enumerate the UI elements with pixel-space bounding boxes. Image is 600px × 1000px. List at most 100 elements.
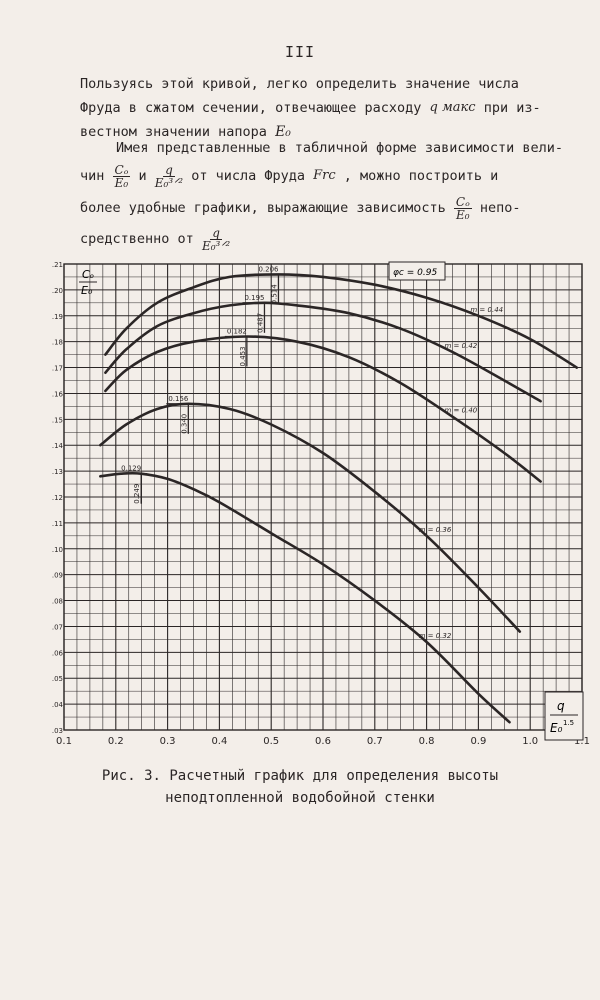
peak-position-label: 0.340 (180, 414, 188, 434)
fraction-denominator: E₀ (114, 175, 129, 190)
fraction-q-e0-2: q E₀³ᐟ² (202, 227, 230, 252)
peak-value-label: 0.195 (244, 294, 264, 302)
phi-label-text: φc = 0.95 (393, 268, 437, 278)
peak-value-label: 0.182 (227, 327, 247, 335)
page-number: III (284, 43, 316, 61)
peak-position-label: 0.249 (133, 484, 141, 504)
series-name-label: m = 0.32 (419, 632, 452, 640)
chart-svg: 0.1 0.2 0.3 0.4 0.5 0.6 0.7 0.8 0.9 1.0 1.1 0.03 0.0… (47, 261, 590, 747)
q-max-symbol: q макс (429, 100, 476, 115)
paragraph-2-line-2-b: от числа Фруда (191, 168, 305, 184)
peak-position-label: 0.487 (256, 313, 264, 333)
y-axis-label: Cₒ E₀ (79, 268, 97, 297)
series-line-2 (104, 301, 542, 403)
paragraph-1-line-2: Фруда в сжатом сечении, отвечающее расхо… (80, 96, 560, 120)
x-tick-label: 1.0 (522, 736, 538, 747)
paragraph-2-line-3-a: более удобные графики, выражающие зависи… (80, 200, 446, 216)
series-line-1 (104, 273, 579, 369)
x-tick-label: 0.8 (419, 736, 435, 747)
y-tick-label: 0.05 (52, 675, 63, 683)
y-tick-label: 0.16 (52, 390, 64, 398)
caption-line-1: Рис. 3. Расчетный график для определения… (101, 768, 499, 784)
y-tick-label: 0.13 (52, 468, 63, 476)
series-line-3 (104, 335, 542, 483)
peak-value-label: 0.156 (168, 395, 189, 403)
paragraph-2-line-3-b: непо- (479, 200, 521, 216)
x-tick-label: 0.1 (56, 736, 72, 747)
figure-caption: Рис. 3. Расчетный график для определения… (0, 765, 600, 809)
fraction-c0-e0: Cₒ E₀ (112, 162, 131, 190)
y-tick-label: 0.06 (52, 649, 64, 657)
paragraph-2-line-4-a: средственно от (80, 231, 194, 247)
series-name-label: m = 0.42 (445, 342, 478, 350)
chart-container: 0.1 0.2 0.3 0.4 0.5 0.6 0.7 0.8 0.9 1.0 1.1 0.03 0.0… (47, 252, 594, 757)
x-tick-label: 0.5 (263, 736, 279, 747)
paragraph-2-line-2-a: чин (80, 168, 105, 184)
y-tick-label: 0.04 (52, 701, 64, 709)
fraction-numerator: Cₒ (112, 162, 131, 177)
x-tick-label: 0.4 (211, 736, 227, 747)
fraction-numerator: q (163, 162, 175, 177)
y-tick-label: 0.20 (52, 287, 63, 295)
paragraph-2-line-2-c: , можно построить и (343, 168, 499, 184)
series-name-label: m = 0.36 (419, 526, 452, 534)
fraction-numerator: q (210, 225, 222, 240)
y-tick-label: 0.09 (52, 572, 63, 580)
y-tick-label: 0.19 (52, 313, 63, 321)
y-tick-label: 0.17 (52, 365, 63, 373)
x-tick-label: 1.1 (574, 736, 590, 747)
paragraph-2-line-2: чин Cₒ E₀ и q E₀³ᐟ² от числа Фруда Frc ,… (80, 160, 560, 192)
x-axis-label-box (544, 691, 584, 741)
fraction-denominator: E₀³ᐟ² (154, 175, 184, 190)
y-axis-label-denominator: E₀ (81, 284, 93, 297)
peak-value-label: 0.129 (121, 465, 141, 473)
paragraph-2-line-3: более удобные графики, выражающие зависи… (80, 192, 560, 224)
y-tick-label: 0.12 (52, 494, 63, 502)
caption-line-2: неподтопленной водобойной стенки (165, 790, 435, 806)
paragraph-1-line-3: вестном значении напора E₀ (80, 120, 560, 144)
label-layer: Cₒ E₀ q E₀ 1.5 φc = 0.95 (79, 261, 584, 741)
series-line-4 (99, 402, 522, 633)
y-axis-label-numerator: Cₒ (82, 268, 95, 281)
series-line-5 (99, 471, 511, 724)
fraction-numerator: Cₒ (453, 194, 472, 209)
y-tick-label: 0.07 (52, 623, 63, 631)
peak-value-label: 0.206 (258, 265, 279, 273)
x-tick-label: 0.6 (315, 736, 331, 747)
paragraph-1-line-2-a: Фруда в сжатом сечении, отвечающее расхо… (80, 100, 422, 116)
y-tick-label: 0.14 (52, 442, 64, 450)
y-tick-label: 0.18 (52, 339, 63, 347)
peak-position-label: 0.514 (270, 284, 278, 305)
froude-symbol: Frc (313, 168, 336, 183)
series-layer: 0.206 0.514 m = 0.44 0.195 0.487 m = 0.42 0.18… (99, 265, 579, 724)
y-tick-label: 0.03 (52, 727, 63, 735)
y-tick-label: 0.11 (52, 520, 63, 528)
phi-label: φc = 0.95 (388, 261, 446, 281)
x-tick-label: 0.2 (108, 736, 124, 747)
fraction-q-e0: q E₀³ᐟ² (155, 164, 183, 189)
paragraph-1-line-2-b: при из- (483, 100, 541, 116)
paragraph-2-line-2-and: и (138, 168, 147, 184)
y-tick-label: 0.21 (52, 261, 63, 269)
paragraph-2-line-4: средственно от q E₀³ᐟ² (80, 224, 560, 254)
paragraph-2-line-1: Имея представленные в табличной форме за… (116, 140, 564, 156)
axis-layer: 0.1 0.2 0.3 0.4 0.5 0.6 0.7 0.8 0.9 1.0 1.1 0.03 0.0… (47, 261, 590, 747)
fraction-denominator: E₀³ᐟ² (201, 238, 231, 253)
x-axis-label-numerator: q (557, 699, 565, 713)
e0-symbol: E₀ (275, 124, 291, 140)
series-name-label: m = 0.40 (445, 407, 478, 415)
series-name-label: m = 0.44 (470, 306, 503, 314)
paragraph-1-line-3-a: вестном значении напора (80, 124, 267, 140)
paragraph-2: Имея представленные в табличной форме за… (80, 136, 564, 254)
x-axis-label-exponent: 1.5 (563, 719, 574, 727)
x-tick-label: 0.9 (470, 736, 486, 747)
peak-position-label: 0.453 (239, 346, 247, 366)
fraction-c0-e0-2: Cₒ E₀ (453, 194, 472, 221)
y-tick-label: 0.15 (52, 416, 63, 424)
phi-label-box (388, 261, 446, 281)
x-tick-label: 0.7 (367, 736, 383, 747)
x-axis-label: q E₀ 1.5 (544, 691, 584, 741)
x-axis-label-denominator: E₀ (550, 721, 563, 735)
x-tick-label: 0.3 (160, 736, 176, 747)
paragraph-1: Пользуясь этой кривой, легко определить … (80, 72, 560, 144)
